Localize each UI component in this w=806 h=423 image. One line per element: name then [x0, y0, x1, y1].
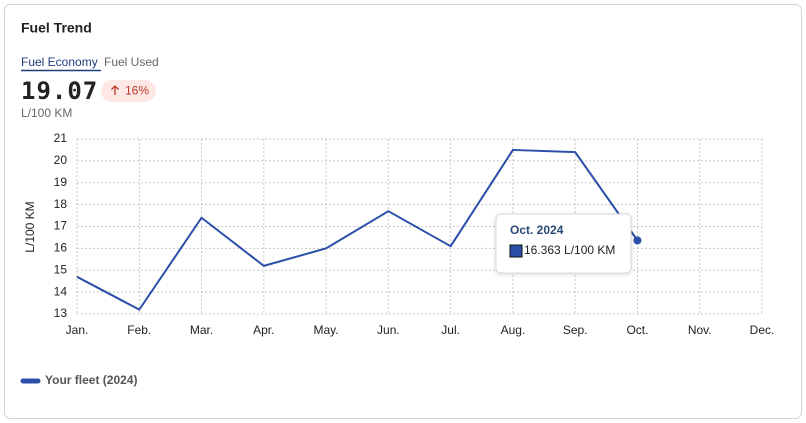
- x-tick-label: Jun.: [377, 323, 400, 337]
- x-tick-label: Jul.: [441, 323, 460, 337]
- x-tick-label: Apr.: [253, 323, 274, 337]
- tab[interactable]: Fuel Used: [104, 55, 159, 69]
- x-tick-label: Sep.: [563, 323, 588, 337]
- x-tick-label: Oct.: [626, 323, 648, 337]
- card-frame: [4, 4, 802, 419]
- tooltip-title: Oct. 2024: [510, 223, 564, 237]
- x-tick-label: Nov.: [688, 323, 712, 337]
- tooltip: Oct. 2024 16.363 L/100 KM: [495, 213, 632, 274]
- y-tick-label: 19: [54, 175, 68, 189]
- x-tick-label: Feb.: [127, 323, 151, 337]
- series-line: [76, 148, 639, 311]
- y-tick-label: 17: [54, 219, 68, 233]
- tooltip-swatch: [509, 244, 523, 258]
- tooltip-text: 16.363 L/100 KM: [524, 243, 615, 257]
- tooltip-box: [495, 213, 632, 274]
- y-tick-label: 20: [54, 153, 68, 167]
- y-tick-label: 15: [54, 262, 68, 276]
- y-tick-label: 18: [54, 197, 68, 211]
- y-tick-label: 21: [54, 131, 68, 145]
- card-title: Fuel Trend: [21, 20, 92, 36]
- legend-label: Your fleet (2024): [45, 373, 137, 387]
- up-arrow: [111, 85, 119, 95]
- x-tick-label: Dec.: [750, 323, 775, 337]
- tab[interactable]: Fuel Economy: [21, 55, 98, 69]
- y-tick-label: 16: [54, 241, 68, 255]
- metric-value: 19.07: [21, 77, 98, 105]
- y-tick-label: 14: [54, 284, 68, 298]
- x-tick-label: May.: [314, 323, 339, 337]
- metric-unit: L/100 KM: [21, 106, 72, 120]
- y-axis-label: L/100 KM: [23, 201, 37, 252]
- plot: 13 14 15 16 17 18 19 20 21 Jan. Feb. Mar. Apr. May. Ju…: [20, 131, 775, 387]
- x-tick-label: Mar.: [190, 323, 213, 337]
- x-tick-label: Aug.: [501, 323, 526, 337]
- change-value: 16%: [125, 84, 149, 98]
- hover-point: [633, 236, 642, 245]
- y-tick-label: 13: [54, 306, 68, 320]
- x-tick-label: Jan.: [66, 323, 89, 337]
